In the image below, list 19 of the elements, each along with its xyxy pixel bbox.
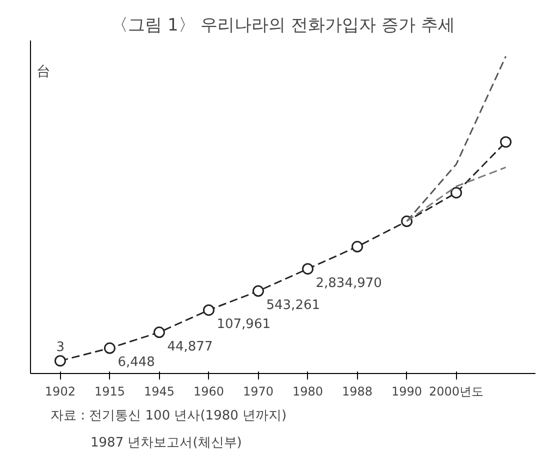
annotation: 6,448 [118,355,155,370]
annotation: 107,961 [216,317,270,332]
x-tick-label: 1902 [44,384,76,398]
annotation: 543,261 [266,298,320,314]
x-tick-label: 1980 [292,384,324,398]
annotation: 3 [56,340,64,355]
x-tick-label: 1990 [392,384,422,398]
chart-title: 〈그림 1〉 우리나라의 전화가입자 증가 추세 [111,16,455,36]
x-tick-label: 2000년도 [429,384,484,398]
annotation: 2,834,970 [316,276,382,291]
x-tick-label: 1970 [242,384,274,398]
y-axis-title: 台 [36,64,50,80]
x-tick-label: 1960 [193,384,224,398]
x-tick-label: 1945 [144,384,175,398]
x-tick-label: 1915 [94,384,125,398]
text: 자료 : 전기통신 100 년사(1980 년까지) [50,408,287,424]
x-tick-label: 1988 [342,384,373,398]
annotation: 44,877 [167,339,213,354]
text: 1987 년차보고서(체신부) [90,436,242,450]
